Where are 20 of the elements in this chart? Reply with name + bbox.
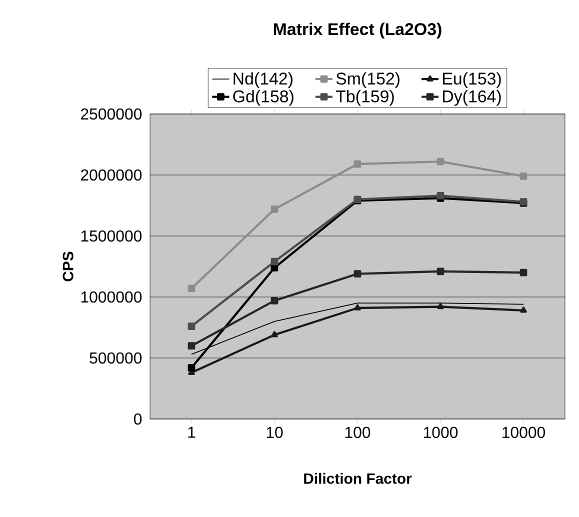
y-tick-label: 0 [134, 413, 142, 425]
y-tick-label: 2000000 [80, 169, 142, 181]
legend-label: Nd(142) [234, 72, 292, 88]
y-tick-label: 500000 [90, 352, 142, 364]
x-tick-label: 1000 [424, 426, 458, 438]
chart-title: Matrix Effect (La2O3) [274, 22, 442, 38]
x-tick-label: 100 [345, 426, 370, 438]
x-tick-label: 1 [188, 426, 196, 438]
y-axis-title: CPS [62, 252, 74, 282]
y-tick-label: 2500000 [80, 108, 142, 120]
y-tick-label: 1000000 [81, 291, 142, 303]
legend-label: Tb(159) [336, 90, 394, 106]
legend-label: Sm(152) [336, 72, 400, 88]
legend-label: Eu(153) [443, 72, 501, 88]
legend-label: Gd(158) [233, 90, 294, 106]
y-tick-label: 1500000 [81, 230, 142, 242]
x-axis-title: Diliction Factor [304, 472, 412, 484]
x-tick-label: 10000 [502, 426, 546, 438]
x-tick-label: 10 [266, 426, 283, 438]
legend-label: Dy(164) [443, 90, 501, 106]
